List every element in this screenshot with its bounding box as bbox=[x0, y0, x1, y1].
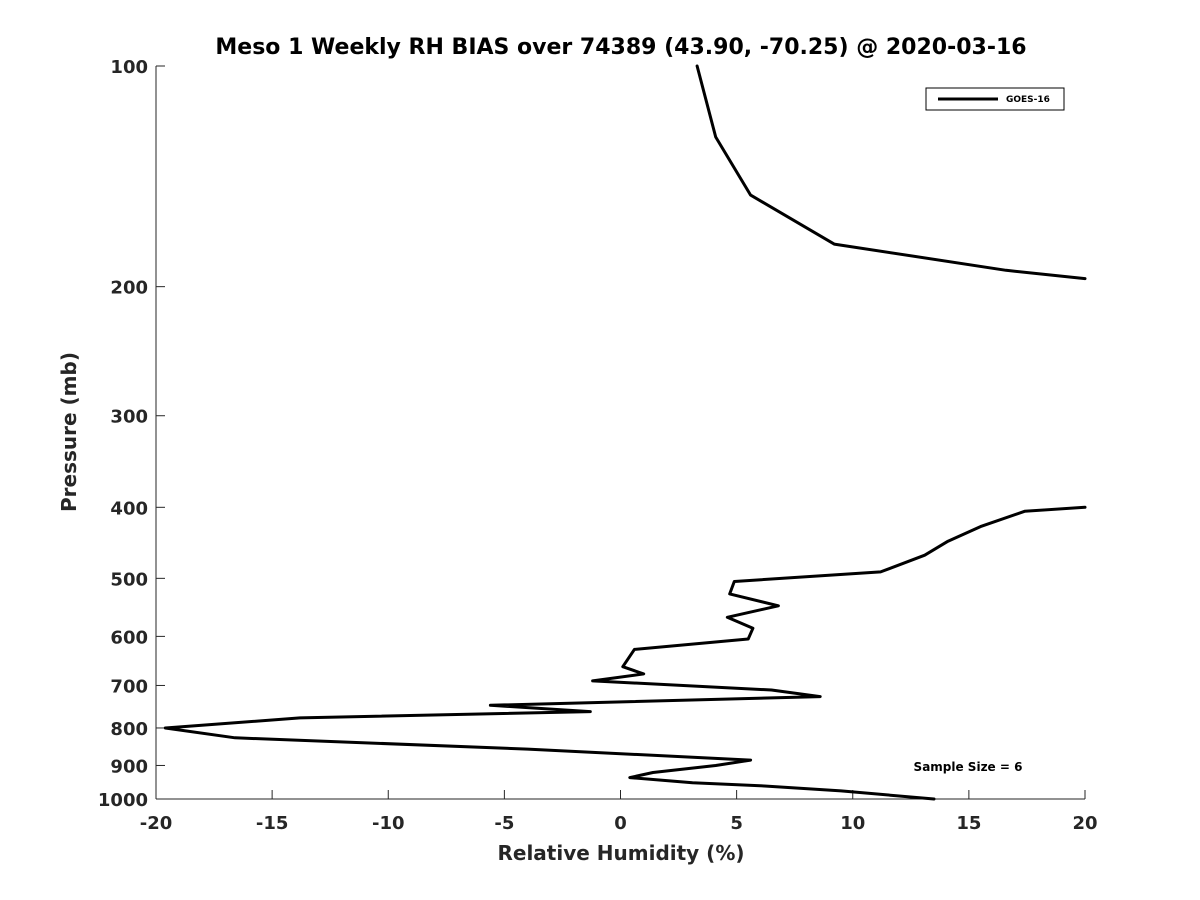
x-tick-label: 5 bbox=[730, 813, 743, 834]
series-line-goes-16-segment-1 bbox=[695, 64, 1087, 281]
y-tick-label: 800 bbox=[110, 719, 148, 740]
y-tick-label: 1000 bbox=[98, 790, 148, 811]
x-tick-label: 15 bbox=[956, 813, 981, 834]
y-tick-label: 200 bbox=[110, 278, 148, 299]
x-ticks: -20 -15 -10 -5 0 5 10 15 20 bbox=[140, 790, 1098, 834]
y-tick-label: 700 bbox=[110, 676, 148, 697]
y-tick-label: 600 bbox=[110, 627, 148, 648]
y-tick-label: 100 bbox=[110, 57, 148, 78]
chart-title: Meso 1 Weekly RH BIAS over 74389 (43.90,… bbox=[215, 35, 1026, 60]
series-line-goes-16-segment-2 bbox=[163, 505, 1087, 801]
x-tick-label: -10 bbox=[372, 813, 405, 834]
y-tick-label: 900 bbox=[110, 756, 148, 777]
y-axis-label: Pressure (mb) bbox=[57, 352, 81, 512]
x-tick-label: -20 bbox=[140, 813, 173, 834]
axes bbox=[155, 66, 1085, 800]
y-tick-label: 300 bbox=[110, 407, 148, 428]
x-tick-label: 0 bbox=[614, 813, 627, 834]
x-tick-label: -15 bbox=[256, 813, 289, 834]
y-tick-label: 400 bbox=[110, 498, 148, 519]
x-tick-label: 20 bbox=[1072, 813, 1097, 834]
legend[interactable]: GOES-16 bbox=[925, 87, 1065, 111]
x-tick-label: -5 bbox=[494, 813, 514, 834]
legend-label-goes-16: GOES-16 bbox=[1006, 95, 1050, 105]
y-tick-label: 500 bbox=[110, 569, 148, 590]
sample-size-annotation: Sample Size = 6 bbox=[914, 760, 1023, 774]
x-tick-label: 10 bbox=[840, 813, 865, 834]
x-axis-label: Relative Humidity (%) bbox=[497, 841, 744, 865]
series-layer bbox=[163, 64, 1087, 801]
y-ticks: 100 200 300 400 500 600 700 800 900 1000 bbox=[98, 57, 165, 811]
